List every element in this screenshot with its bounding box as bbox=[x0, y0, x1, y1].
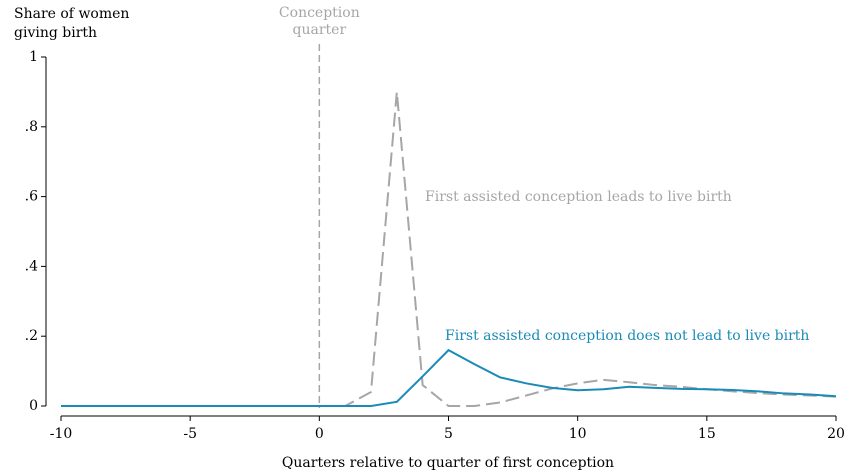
series-line bbox=[61, 91, 837, 407]
y-axis-title: giving birth bbox=[14, 25, 97, 41]
x-tick-label: 15 bbox=[698, 426, 716, 442]
series-label: First assisted conception leads to live … bbox=[425, 189, 732, 205]
y-axis-title: Share of women bbox=[14, 6, 129, 22]
x-tick-label: -5 bbox=[183, 426, 197, 442]
y-tick-label: .4 bbox=[25, 258, 38, 274]
series-label: First assisted conception does not lead … bbox=[445, 328, 809, 344]
x-tick-label: -10 bbox=[50, 426, 73, 442]
x-tick-label: 5 bbox=[444, 426, 453, 442]
x-tick-label: 20 bbox=[827, 426, 845, 442]
y-tick-label: .6 bbox=[25, 189, 38, 205]
y-tick-label: 0 bbox=[29, 398, 38, 414]
y-tick-label: .2 bbox=[25, 328, 38, 344]
x-axis-title: Quarters relative to quarter of first co… bbox=[282, 455, 614, 471]
series-line bbox=[61, 348, 837, 407]
annotation-label: Conception bbox=[279, 5, 360, 21]
x-tick-label: 10 bbox=[569, 426, 587, 442]
x-tick-label: 0 bbox=[315, 426, 324, 442]
y-tick-label: .8 bbox=[25, 119, 38, 135]
y-tick-label: 1 bbox=[29, 49, 38, 65]
annotation-label: quarter bbox=[293, 22, 347, 38]
